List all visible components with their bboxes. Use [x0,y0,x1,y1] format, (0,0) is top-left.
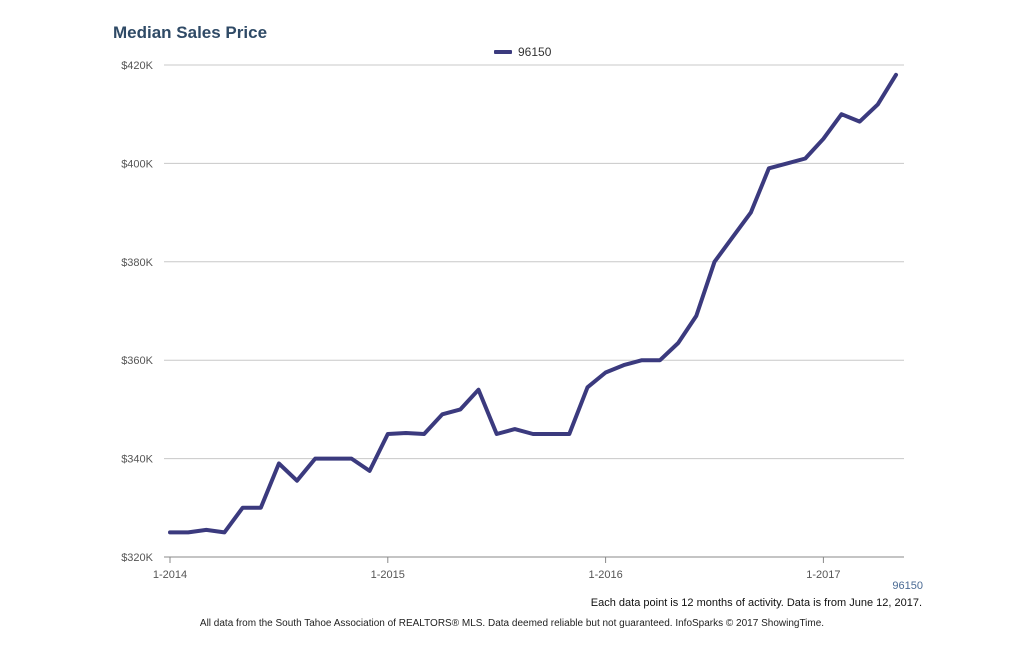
x-tick-label: 1-2016 [588,569,622,581]
y-tick-label: $320K [121,552,153,564]
legend-label: 96150 [518,45,552,59]
legend-swatch [494,50,512,54]
series-label: 96150 [892,580,923,592]
credits: All data from the South Tahoe Associatio… [199,618,825,629]
y-tick-label: $340K [121,454,153,466]
y-tick-label: $400K [121,158,153,170]
x-tick-label: 1-2017 [806,569,840,581]
footnote: Each data point is 12 months of activity… [590,597,922,609]
x-tick-label: 1-2015 [371,569,405,581]
y-tick-label: $420K [121,60,153,72]
chart-title: Median Sales Price [113,23,268,42]
x-tick-label: 1-2014 [153,569,187,581]
legend[interactable]: 96150 [494,45,551,59]
y-tick-label: $360K [121,355,153,367]
y-tick-label: $380K [121,257,153,269]
series-line [168,72,898,535]
